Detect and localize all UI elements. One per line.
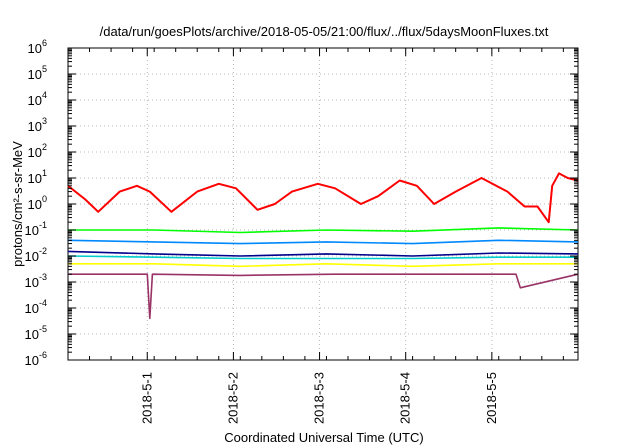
series-line-1 xyxy=(67,172,579,224)
chart-title: /data/run/goesPlots/archive/2018-05-05/2… xyxy=(100,24,549,39)
y-axis-label: protons/cm²-s-sr-MeV xyxy=(10,141,25,267)
x-axis-label: Coordinated Universal Time (UTC) xyxy=(224,430,423,445)
x-axis-ticks: 2018-5-1 2018-5-2 2018-5-3 2018-5-4 2018-5-5 xyxy=(67,48,564,424)
series-line-2 xyxy=(68,227,579,234)
x-tick-label: 2018-5-3 xyxy=(312,372,327,424)
x-tick-label: 2018-5-4 xyxy=(398,372,413,424)
x-tick-label: 2018-5-5 xyxy=(484,372,499,424)
y-tick-label: 106 xyxy=(28,38,47,56)
y-tick-label: 101 xyxy=(28,168,47,186)
y-tick-label: 10-3 xyxy=(25,272,47,290)
y-axis-ticks: 10-6 10-5 10-4 10-3 10-2 10-1 100 101 102 103 104 1… xyxy=(25,38,578,368)
y-tick-label: 105 xyxy=(28,64,47,82)
y-tick-label: 10-6 xyxy=(25,350,47,368)
x-tick-label: 2018-5-1 xyxy=(139,372,154,424)
x-tick-label: 2018-5-2 xyxy=(225,372,240,424)
y-tick-label: 10-1 xyxy=(25,220,47,238)
y-tick-label: 10-2 xyxy=(25,246,47,264)
series-line-5 xyxy=(67,255,578,260)
series-line-7 xyxy=(68,273,579,320)
series-line-4 xyxy=(67,250,579,257)
y-tick-label: 10-5 xyxy=(25,324,47,342)
y-tick-label: 103 xyxy=(28,116,47,134)
y-tick-label: 104 xyxy=(28,90,47,108)
series-line-3 xyxy=(67,239,579,245)
series-layer xyxy=(67,172,579,320)
y-tick-label: 100 xyxy=(28,194,47,212)
y-tick-label: 102 xyxy=(28,142,47,160)
series-line-6 xyxy=(68,262,578,268)
y-tick-label: 10-4 xyxy=(25,298,47,316)
grid-lines xyxy=(68,48,578,360)
